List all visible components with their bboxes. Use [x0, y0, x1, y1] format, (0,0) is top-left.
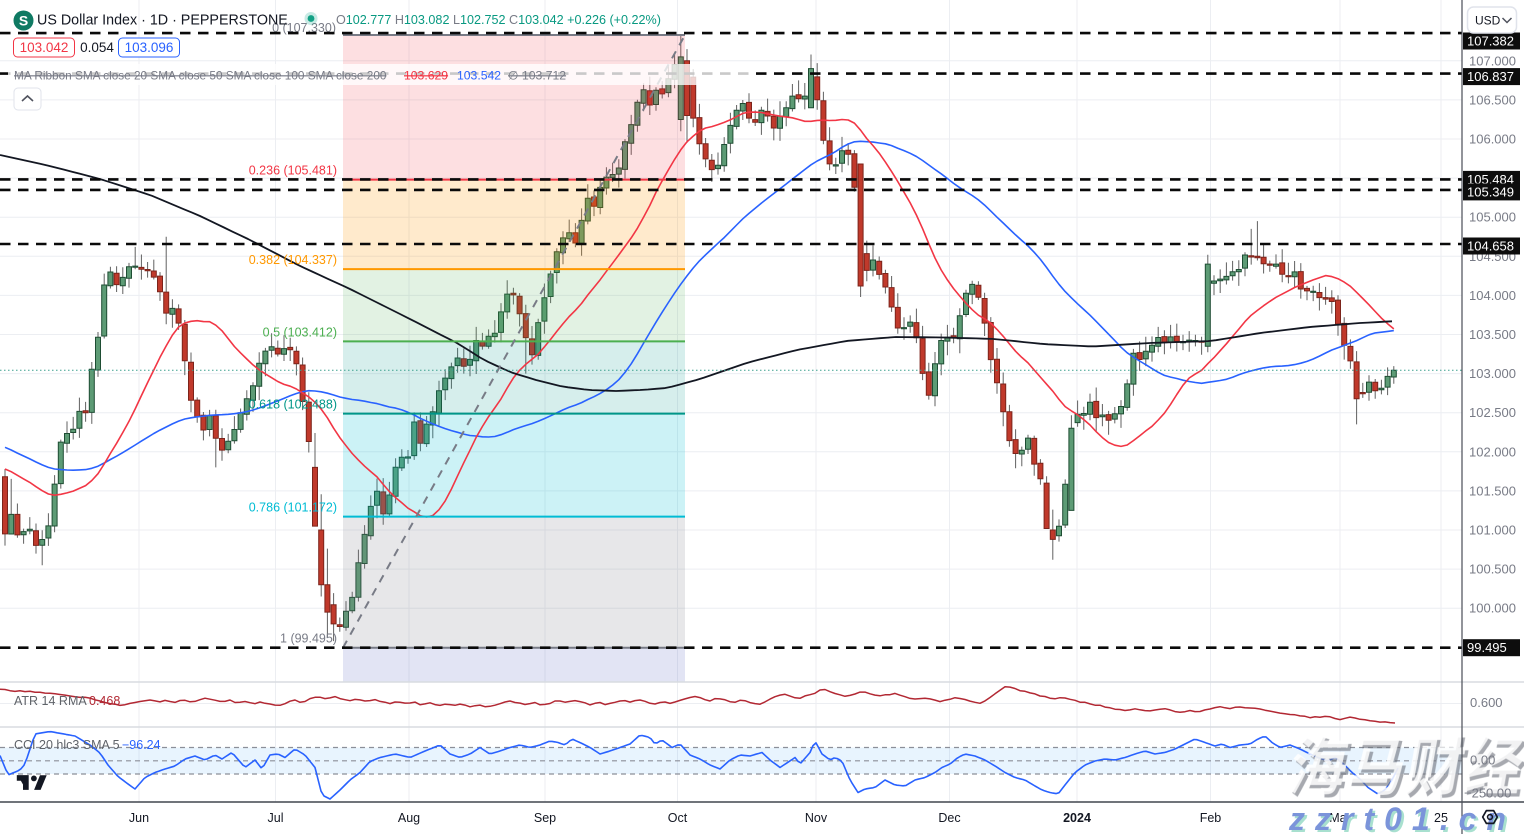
svg-text:US Dollar Index · 1D · PEPPERS: US Dollar Index · 1D · PEPPERSTONE — [37, 13, 288, 29]
svg-text:0.054: 0.054 — [80, 40, 114, 55]
svg-text:zzrt01.cn: zzrt01.cn — [1291, 803, 1519, 834]
svg-text:0.236 (105.481): 0.236 (105.481) — [249, 164, 337, 178]
svg-text:∅ 103.712: ∅ 103.712 — [508, 69, 566, 83]
svg-text:CCI 20 hlc3 SMA 5: CCI 20 hlc3 SMA 5 — [14, 738, 120, 752]
svg-text:105.484: 105.484 — [1467, 172, 1514, 187]
svg-text:105.000: 105.000 — [1469, 210, 1516, 225]
svg-text:ATR 14 RMA: ATR 14 RMA — [14, 694, 87, 708]
svg-text:Sep: Sep — [534, 811, 556, 825]
svg-text:102.500: 102.500 — [1469, 405, 1516, 420]
svg-text:0.00: 0.00 — [1470, 753, 1495, 768]
svg-text:Aug: Aug — [398, 811, 420, 825]
svg-text:106.000: 106.000 — [1469, 132, 1516, 147]
svg-text:Oct: Oct — [668, 811, 688, 825]
svg-text:1 (99.495): 1 (99.495) — [280, 632, 337, 646]
svg-text:−96.24: −96.24 — [122, 738, 161, 752]
svg-text:USD: USD — [1475, 14, 1501, 28]
svg-text:S: S — [19, 13, 28, 29]
svg-text:103.000: 103.000 — [1469, 366, 1516, 381]
svg-text:Dec: Dec — [938, 811, 960, 825]
svg-text:Mar: Mar — [1329, 811, 1351, 825]
svg-text:0.600: 0.600 — [1470, 695, 1503, 710]
svg-text:105.349: 105.349 — [1467, 184, 1514, 199]
svg-text:MA Ribbon SMA close 20 SMA clo: MA Ribbon SMA close 20 SMA close 50 SMA … — [14, 69, 387, 83]
svg-text:Nov: Nov — [805, 811, 828, 825]
svg-text:25: 25 — [1434, 811, 1448, 825]
svg-text:zzrt01.cn: zzrt01.cn — [1288, 801, 1516, 834]
svg-text:107.000: 107.000 — [1469, 53, 1516, 68]
svg-text:0.786 (101.172): 0.786 (101.172) — [249, 501, 337, 515]
svg-text:103.629: 103.629 — [404, 69, 448, 83]
svg-text:103.096: 103.096 — [125, 40, 174, 55]
svg-text:106.837: 106.837 — [1467, 69, 1514, 84]
svg-text:−250.00: −250.00 — [1464, 786, 1511, 801]
svg-text:104.000: 104.000 — [1469, 288, 1516, 303]
svg-text:100.000: 100.000 — [1469, 601, 1516, 616]
svg-text:101.500: 101.500 — [1469, 483, 1516, 498]
svg-text:103.500: 103.500 — [1469, 327, 1516, 342]
svg-text:102.000: 102.000 — [1469, 444, 1516, 459]
svg-text:101.000: 101.000 — [1469, 523, 1516, 538]
svg-text:99.495: 99.495 — [1467, 640, 1507, 655]
svg-text:Jun: Jun — [129, 811, 149, 825]
svg-text:0.468: 0.468 — [89, 694, 120, 708]
svg-text:Feb: Feb — [1200, 811, 1222, 825]
svg-text:103.042: 103.042 — [20, 40, 69, 55]
svg-text:0 (107.330): 0 (107.330) — [272, 21, 336, 35]
svg-text:2024: 2024 — [1063, 811, 1091, 825]
svg-text:0.618 (102.488): 0.618 (102.488) — [249, 398, 337, 412]
svg-text:0.5 (103.412): 0.5 (103.412) — [263, 325, 337, 339]
svg-text:103.542: 103.542 — [457, 69, 501, 83]
svg-text:107.382: 107.382 — [1467, 34, 1514, 49]
svg-text:O102.777 H103.082 L102.752 C10: O102.777 H103.082 L102.752 C103.042 +0.2… — [336, 13, 661, 27]
svg-text:104.658: 104.658 — [1467, 239, 1514, 254]
svg-text:Jul: Jul — [268, 811, 284, 825]
svg-text:100.500: 100.500 — [1469, 562, 1516, 577]
svg-text:106.500: 106.500 — [1469, 92, 1516, 107]
svg-text:0.382 (104.337): 0.382 (104.337) — [249, 253, 337, 267]
